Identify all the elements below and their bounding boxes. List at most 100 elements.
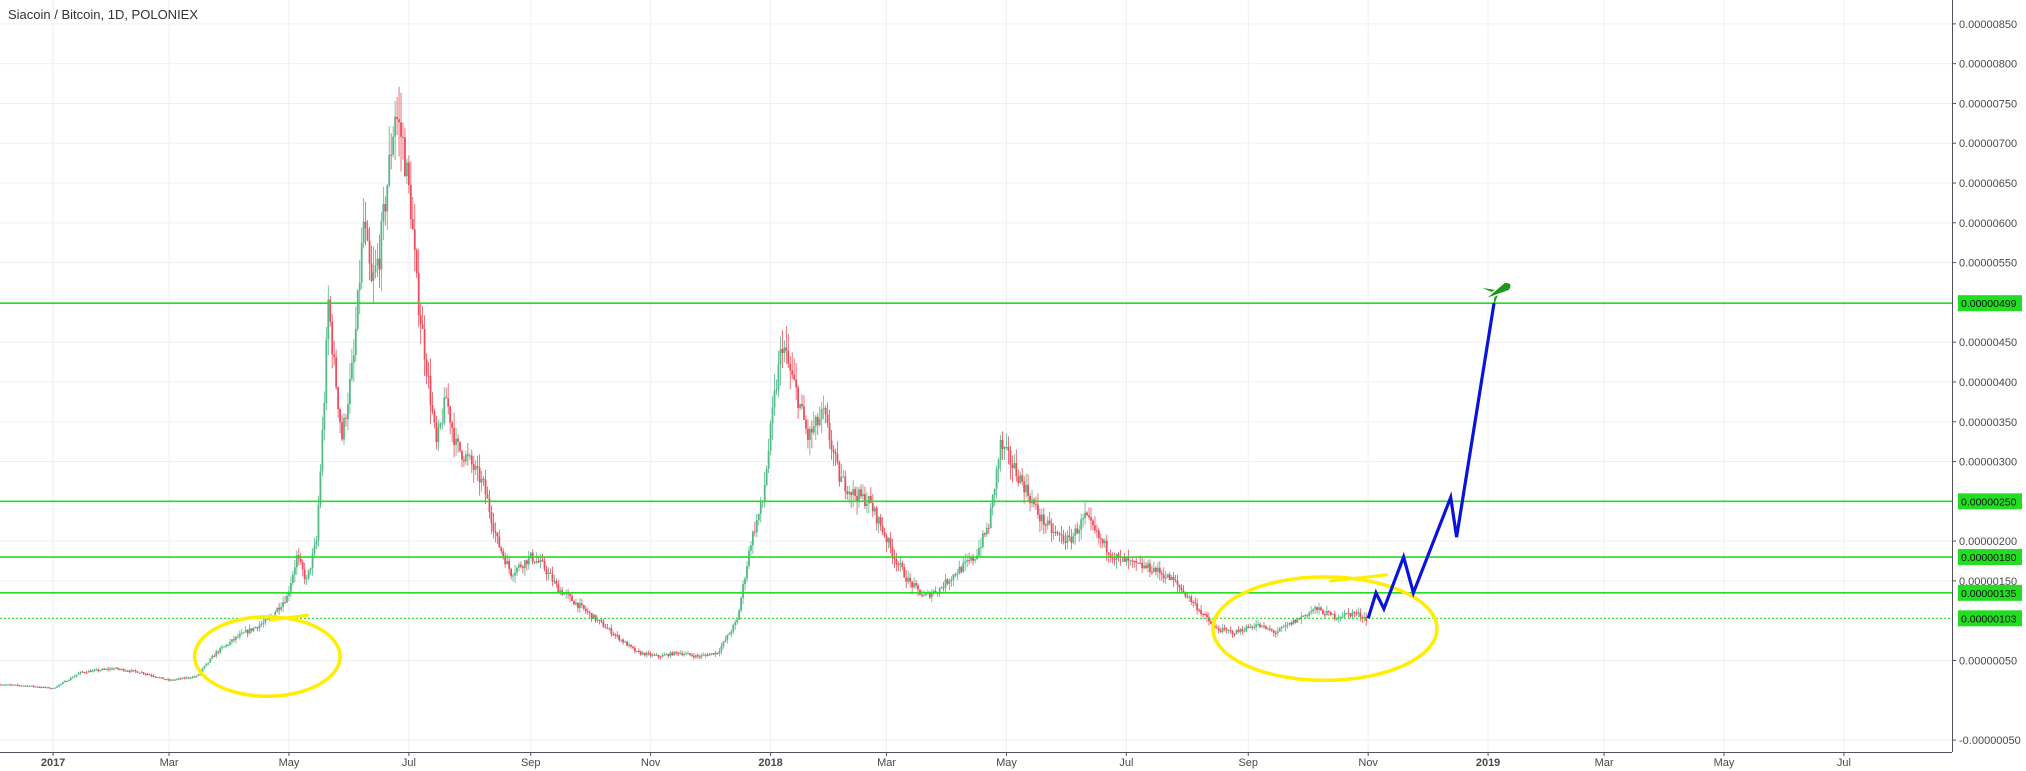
candle-body [313,545,316,554]
candle-body [28,685,31,687]
candle-body [278,607,281,610]
price-tick-label: 0.00000550 [1959,258,2017,270]
candle-body [514,572,516,576]
candle-body [1213,625,1216,628]
candle-body [242,632,245,634]
candle-body [1231,630,1234,635]
candle-body [602,621,605,628]
candle-body [663,654,666,656]
candle-body [406,162,408,177]
candle-body [18,685,21,687]
candle-body [449,406,452,423]
candle-body [738,610,741,620]
candle-body [751,531,754,546]
candle-body [1105,540,1108,553]
candle-body [637,651,640,653]
candle-body [993,488,996,495]
candle-body [1080,519,1083,530]
candle-body [594,614,597,621]
candle-body [655,654,658,656]
candle-body [384,204,387,212]
candle-body [107,668,110,670]
candle-body [60,683,62,685]
candle-body [331,321,334,355]
candle-body [541,559,544,561]
candle-body [181,677,184,679]
candle-body [940,587,943,589]
candle-body [694,655,697,658]
candle-body [115,667,117,669]
candle-body [1145,565,1147,569]
candle-body [903,567,906,578]
candle-body [1280,627,1283,629]
candle-body [1117,554,1120,557]
candle-body [189,677,192,679]
candle-body [1268,628,1271,630]
candle-body [710,653,713,655]
candle-body [693,655,695,658]
candle-body [176,679,178,681]
candle-body [435,422,438,443]
candle-body [343,417,345,440]
candle-body [498,536,501,548]
candle-body [1259,624,1261,627]
candle-body [219,648,222,653]
candle-body [775,389,778,391]
candle-body [136,671,139,673]
accumulation-circle-2017 [192,614,342,699]
candle-body [848,491,851,495]
time-tick-label: Mar [160,757,179,769]
candle-body [482,478,485,480]
candle-body [1347,612,1350,614]
candle-body [854,489,857,496]
candle-body [1227,630,1230,632]
candle-body [960,567,963,572]
candle-body [378,258,381,270]
candle-body [571,596,573,601]
candle-body [333,354,336,358]
candle-body [211,655,214,659]
candle-body [708,654,711,656]
candle-body [1310,611,1313,613]
candle-body [231,639,233,642]
candle-body [549,572,552,574]
candle-body [750,545,752,551]
candle-body [54,687,56,689]
candle-body [954,574,957,576]
candle-body [1009,450,1012,465]
candle-body [1249,626,1252,628]
candle-body [789,363,792,371]
candle-body [928,592,931,598]
candle-body [1331,614,1334,616]
candle-body [233,639,235,641]
candle-body [368,240,371,264]
candle-body [183,677,186,679]
price-axis[interactable]: 0.00000850 0.00000800 0.00000750 0.00000700… [1952,0,2026,771]
candle-body [808,428,811,441]
candle-body [1056,532,1059,534]
candle-body [1241,629,1244,632]
candle-body [227,644,229,646]
candle-body [266,619,269,621]
candle-body [307,570,310,579]
candle-body [445,397,448,399]
candle-body [1322,610,1324,615]
candle-body [983,533,986,535]
candle-body [793,374,796,380]
candle-body [154,676,157,678]
candle-body [1357,612,1360,614]
candle-body [484,479,487,495]
candle-body [1284,625,1287,627]
candle-body [301,562,304,570]
candle-body [1027,484,1029,496]
candle-body [518,564,520,568]
candle-body [339,409,341,423]
candle-body [978,548,980,556]
candle-body [787,350,790,364]
candle-body [1306,614,1309,616]
candle-body [1327,610,1330,612]
time-axis[interactable]: 2017 Mar May Jul Sep Nov 2018 Mar May Jul Sep Nov 20… [0,752,2026,771]
candle-body [575,602,577,605]
candle-body [702,654,705,656]
